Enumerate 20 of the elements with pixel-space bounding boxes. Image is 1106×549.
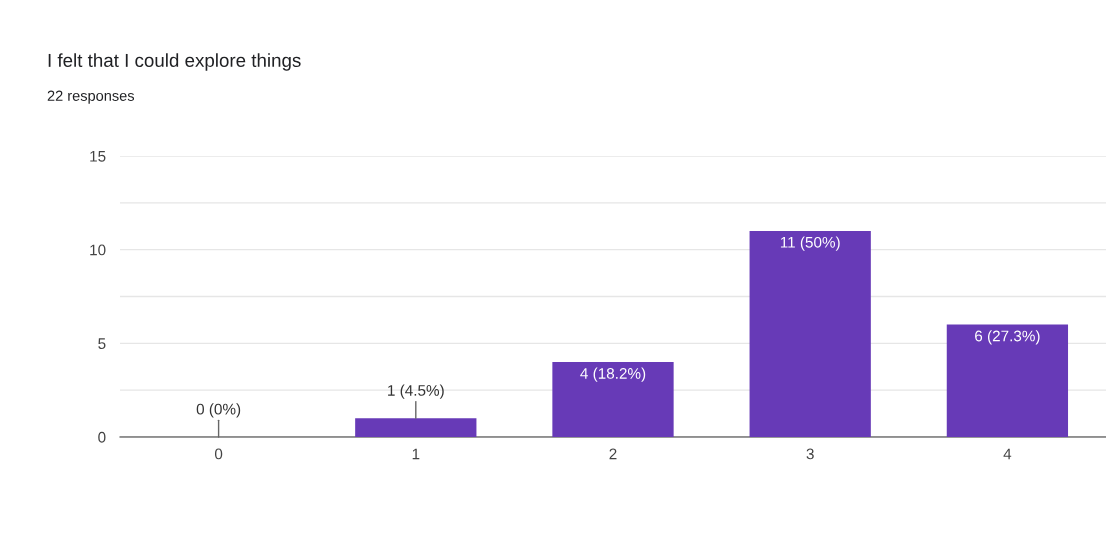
y-tick-label: 5 bbox=[98, 338, 106, 350]
bar bbox=[946, 324, 1069, 437]
bar bbox=[552, 362, 674, 437]
y-tick-label: 15 bbox=[90, 151, 106, 162]
data-label: 11 (50%) bbox=[780, 236, 840, 251]
y-tick-label: 0 bbox=[98, 431, 106, 443]
x-tick-label: 2 bbox=[609, 448, 617, 460]
data-label: 6 (27.3%) bbox=[975, 330, 1040, 345]
data-label: 1 (4.5%) bbox=[388, 384, 444, 399]
chart-title: I felt that I could explore things bbox=[48, 53, 301, 71]
x-tick-label: 1 bbox=[412, 448, 420, 460]
data-label: 0 (0%) bbox=[196, 403, 241, 418]
chart-subtitle: 22 responses bbox=[47, 90, 135, 104]
x-tick-label: 0 bbox=[214, 448, 223, 460]
data-label: 4 (18.2%) bbox=[580, 367, 646, 382]
bar bbox=[355, 418, 477, 437]
bar bbox=[749, 230, 871, 437]
x-tick-label: 4 bbox=[1003, 448, 1012, 460]
y-tick-label: 10 bbox=[90, 244, 106, 256]
x-tick-label: 3 bbox=[806, 448, 814, 460]
